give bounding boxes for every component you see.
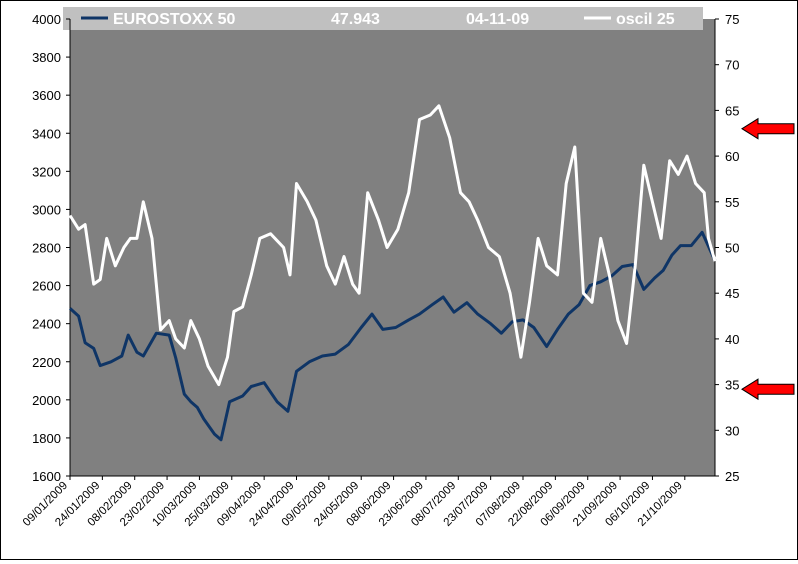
legend-label-oscil: oscil 25 — [616, 11, 675, 28]
left-axis-tick-label: 2400 — [32, 317, 61, 332]
oscillator-series-line — [68, 104, 717, 387]
left-axis-tick-label: 1800 — [32, 431, 61, 446]
left-axis-tick-label: 4000 — [32, 12, 61, 27]
left-axis-tick-label: 1600 — [32, 469, 61, 484]
right-axis-tick-label: 40 — [725, 332, 739, 347]
right-axis-tick-label: 55 — [725, 195, 739, 210]
level-arrow — [741, 378, 795, 401]
left-axis-tick-label: 2200 — [32, 355, 61, 370]
left-axis-tick-label: 2000 — [32, 393, 61, 408]
left-axis-tick-label: 3400 — [32, 126, 61, 141]
right-axis-tick-label: 75 — [725, 12, 739, 27]
left-axis-tick-label: 3800 — [32, 50, 61, 65]
eurostoxx-series-line — [68, 230, 717, 442]
right-axis-tick-label: 45 — [725, 286, 739, 301]
legend-label-eurostoxx: EUROSTOXX 50 — [113, 11, 236, 28]
left-axis: 1600 1800 2000 2200 2400 2600 2800 3000 3200 3400… — [32, 12, 71, 484]
left-axis-tick-label: 2800 — [32, 241, 61, 256]
right-axis-tick-label: 25 — [725, 469, 739, 484]
right-axis: 25 30 35 40 45 50 55 60 65 70 75 — [714, 12, 739, 484]
arrow-layer — [741, 117, 795, 401]
right-axis-tick-label: 70 — [725, 58, 739, 73]
right-axis-tick-label: 50 — [725, 241, 739, 256]
x-axis: 09/01/200924/01/200908/02/200923/02/2009… — [21, 475, 715, 529]
level-arrow — [741, 117, 795, 140]
legend-header — [63, 7, 703, 30]
last-value: 47.943 — [331, 11, 380, 28]
right-axis-tick-label: 30 — [725, 423, 739, 438]
current-date: 04-11-09 — [466, 11, 529, 28]
left-axis-tick-label: 2600 — [32, 279, 61, 294]
plot-area — [70, 19, 715, 476]
left-axis-tick-label: 3200 — [32, 164, 61, 179]
right-axis-tick-label: 35 — [725, 378, 739, 393]
left-axis-tick-label: 3600 — [32, 88, 61, 103]
right-axis-tick-label: 60 — [725, 149, 739, 164]
right-axis-tick-label: 65 — [725, 103, 739, 118]
left-axis-tick-label: 3000 — [32, 202, 61, 217]
legend: EUROSTOXX 50 47.943 04-11-09 oscil 25 — [81, 11, 675, 28]
series-layer — [68, 104, 717, 442]
